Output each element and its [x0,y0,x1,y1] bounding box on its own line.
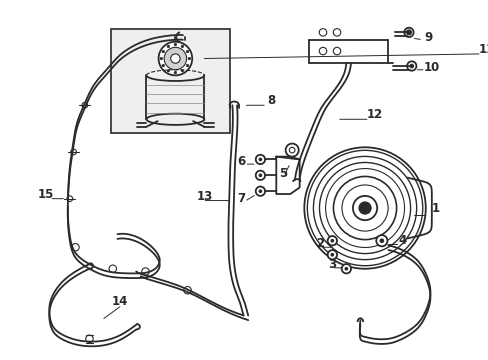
Text: 1: 1 [431,202,439,215]
Text: 3: 3 [327,258,336,271]
Circle shape [258,158,262,161]
Circle shape [319,47,326,55]
Text: 15: 15 [37,188,54,201]
Circle shape [333,47,340,55]
Circle shape [162,64,164,67]
Circle shape [352,196,376,220]
Circle shape [255,186,264,196]
FancyBboxPatch shape [111,29,229,133]
Circle shape [375,235,386,246]
Circle shape [327,236,336,246]
Circle shape [186,64,188,67]
Circle shape [285,144,298,157]
Circle shape [304,147,425,269]
Circle shape [181,45,183,48]
Circle shape [164,47,186,70]
Circle shape [181,69,183,72]
Circle shape [166,69,169,72]
Text: 6: 6 [237,155,245,168]
Circle shape [255,155,264,164]
Circle shape [327,250,336,260]
Text: 8: 8 [267,94,275,107]
Circle shape [186,50,188,53]
Circle shape [330,253,333,257]
Circle shape [258,189,262,193]
Circle shape [170,54,180,63]
Text: 7: 7 [237,192,245,205]
Circle shape [187,57,190,60]
Circle shape [258,174,262,177]
Text: 11: 11 [477,43,488,56]
Text: 5: 5 [278,167,286,180]
Text: 12: 12 [366,108,382,121]
Circle shape [166,45,169,48]
Circle shape [379,238,384,243]
Text: 4: 4 [397,234,406,247]
Text: 14: 14 [112,295,128,308]
Text: 13: 13 [196,190,212,203]
Text: 9: 9 [424,31,432,45]
Circle shape [406,30,410,35]
Circle shape [255,171,264,180]
Circle shape [344,267,347,271]
Circle shape [174,43,177,46]
Circle shape [160,57,163,60]
Circle shape [358,202,370,214]
Text: 2: 2 [316,237,324,250]
Text: 10: 10 [423,62,440,75]
Circle shape [408,64,413,68]
Circle shape [333,29,340,36]
Circle shape [174,71,177,74]
Circle shape [341,264,350,274]
Circle shape [330,239,333,243]
Circle shape [404,28,413,37]
Circle shape [319,29,326,36]
Circle shape [162,50,164,53]
Circle shape [406,61,416,71]
Circle shape [158,42,192,75]
